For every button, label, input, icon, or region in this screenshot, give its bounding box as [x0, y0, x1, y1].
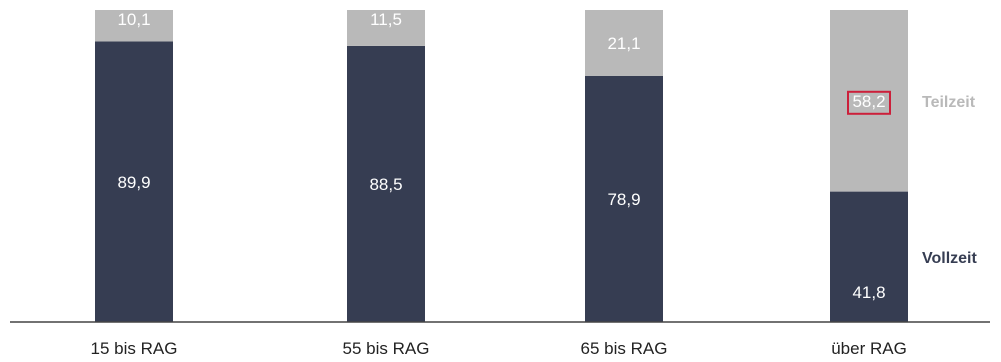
legend-entry-teilzeit: Teilzeit	[922, 94, 976, 111]
bar-teilzeit-15-bis-rag	[95, 10, 173, 42]
highlight-box-ber-rag	[847, 90, 891, 115]
data-label-vollzeit-15-bis-rag: 89,9	[117, 173, 150, 192]
bar-teilzeit-65-bis-rag	[585, 10, 663, 76]
data-label-teilzeit-15-bis-rag: 10,1	[117, 10, 150, 29]
bars-layer	[95, 10, 908, 323]
bar-teilzeit-55-bis-rag	[347, 10, 425, 46]
x-tick-label-55-bis-rag: 55 bis RAG	[343, 339, 430, 358]
data-label-vollzeit-65-bis-rag: 78,9	[607, 190, 640, 209]
bar-vollzeit-ber-rag	[830, 191, 908, 322]
x-tick-labels: 15 bis RAG 55 bis RAG 65 bis RAG über RAG	[91, 339, 907, 358]
x-tick-label-ber-rag: über RAG	[831, 339, 907, 358]
data-label-vollzeit-ber-rag: 41,8	[852, 283, 885, 302]
bar-vollzeit-55-bis-rag	[347, 45, 425, 322]
bar-vollzeit-15-bis-rag	[95, 41, 173, 323]
bar-vollzeit-65-bis-rag	[585, 75, 663, 322]
bar-teilzeit-ber-rag	[830, 10, 908, 192]
legend-entry-vollzeit: Vollzeit	[922, 250, 977, 267]
x-tick-label-65-bis-rag: 65 bis RAG	[581, 339, 668, 358]
data-label-vollzeit-55-bis-rag: 88,5	[369, 175, 402, 194]
legend: Vollzeit Teilzeit	[922, 94, 977, 267]
data-label-teilzeit-55-bis-rag: 11,5	[370, 10, 402, 29]
x-tick-label-15-bis-rag: 15 bis RAG	[91, 339, 178, 358]
data-label-teilzeit-ber-rag: 58,2	[852, 92, 885, 111]
data-label-teilzeit-65-bis-rag: 21,1	[607, 34, 640, 53]
data-labels-layer: 89,9 10,1 88,5 11,5 78,9 21,1 41,8 58,2	[117, 10, 891, 302]
